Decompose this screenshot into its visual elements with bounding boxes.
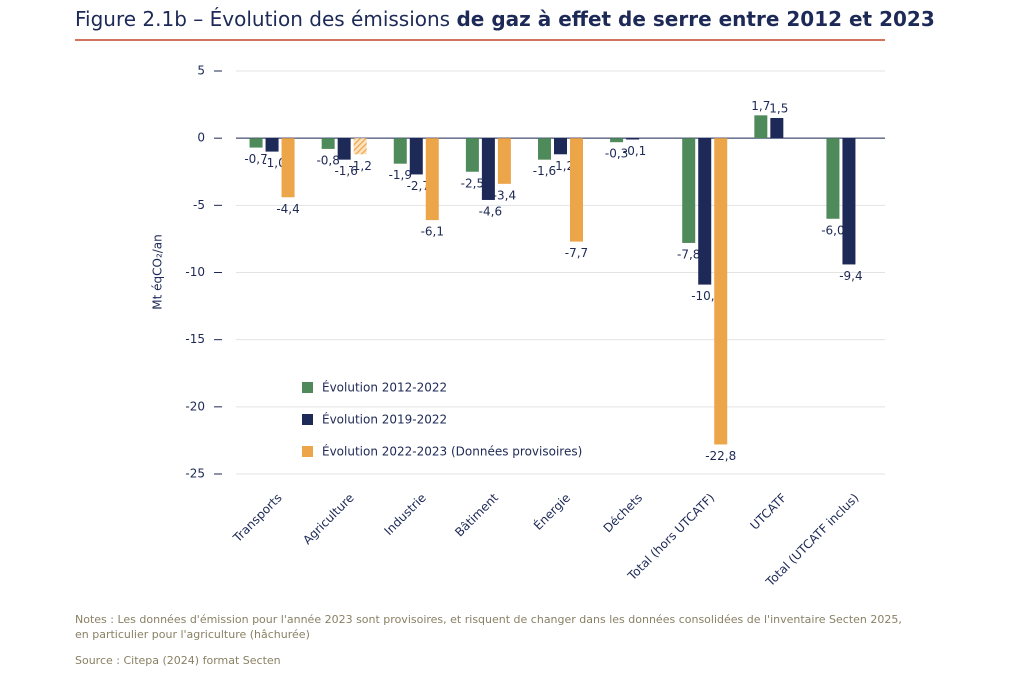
bar: [321, 138, 335, 149]
note: Notes : Les données d'émission pour l'an…: [75, 613, 902, 626]
title-regular: Figure 2.1b – Évolution des émissions: [75, 7, 456, 31]
bar: [826, 138, 840, 219]
legend-label: Évolution 2022-2023 (Données provisoires…: [322, 444, 582, 459]
chart-title: Figure 2.1b – Évolution des émissions de…: [75, 7, 935, 31]
legend-label: Évolution 2012-2022: [322, 380, 447, 395]
y-tick-label: -15: [185, 332, 205, 346]
legend-label: Évolution 2019-2022: [322, 412, 447, 427]
bar: [425, 138, 439, 221]
x-tick-label: Agriculture: [300, 491, 357, 548]
legend-swatch: [302, 446, 313, 457]
bar: [570, 138, 583, 242]
bar: [770, 118, 784, 139]
bar: [842, 138, 856, 265]
value-label: -7,7: [565, 246, 588, 260]
value-label: -22,8: [705, 449, 736, 463]
legend-swatch: [302, 414, 313, 425]
legend-swatch: [302, 382, 313, 393]
bar: [281, 138, 295, 198]
bar: [714, 138, 728, 445]
y-axis-label: Mt éqCO₂/an: [151, 234, 165, 310]
value-label: -0,8: [316, 153, 339, 167]
value-label: -7,8: [677, 247, 700, 261]
bar: [754, 115, 768, 139]
value-label: -0,3: [605, 147, 628, 161]
x-tick-label: Énergie: [530, 490, 573, 533]
bar: [337, 138, 351, 160]
x-tick-label: Bâtiment: [452, 490, 501, 539]
value-label: -4,4: [276, 202, 299, 216]
bar: [554, 138, 567, 155]
value-label: -6,0: [821, 223, 844, 237]
bar: [353, 138, 367, 155]
y-tick-label: -20: [185, 399, 205, 413]
value-label: -1,0: [262, 156, 285, 170]
bar: [698, 138, 712, 285]
bar: [409, 138, 423, 175]
value-label: -0,1: [623, 144, 646, 158]
bar: [497, 138, 511, 184]
bar: [265, 138, 279, 152]
y-tick-label: -10: [185, 265, 205, 279]
value-label: -1,2: [551, 159, 574, 173]
value-label: -1,9: [389, 168, 412, 182]
bar: [465, 138, 479, 172]
bar: [481, 138, 495, 200]
source: Source : Citepa (2024) format Secten: [75, 654, 281, 667]
value-label: 1,5: [769, 102, 788, 116]
y-tick-label: 5: [197, 64, 205, 78]
bar: [610, 138, 624, 143]
value-label: -4,6: [479, 204, 502, 218]
value-label: -3,4: [493, 188, 516, 202]
x-tick-label: UTCATF: [747, 491, 789, 533]
bar: [249, 138, 263, 148]
y-tick-label: -5: [193, 198, 205, 212]
note: en particulier pour l'agriculture (hâchu…: [75, 628, 310, 641]
x-tick-label: Industrie: [382, 491, 429, 538]
title-bold: de gaz à effet de serre entre 2012 et 20…: [456, 7, 934, 31]
y-tick-label: 0: [197, 131, 205, 145]
value-label: -6,1: [421, 225, 444, 239]
x-tick-label: Transports: [230, 491, 285, 546]
bar: [538, 138, 551, 160]
value-label: -9,4: [839, 269, 862, 283]
y-tick-label: -25: [185, 467, 205, 481]
x-tick-label: Déchets: [601, 491, 646, 536]
value-label: -0,7: [244, 152, 267, 166]
value-label: -1,2: [348, 159, 371, 173]
value-label: -2,5: [461, 176, 484, 190]
bar: [682, 138, 696, 243]
value-label: -1,6: [334, 164, 357, 178]
value-label: -1,6: [533, 164, 556, 178]
bar: [626, 138, 640, 140]
value-label: -2,7: [407, 179, 430, 193]
value-label: 1,7: [751, 99, 770, 113]
bar: [393, 138, 407, 164]
